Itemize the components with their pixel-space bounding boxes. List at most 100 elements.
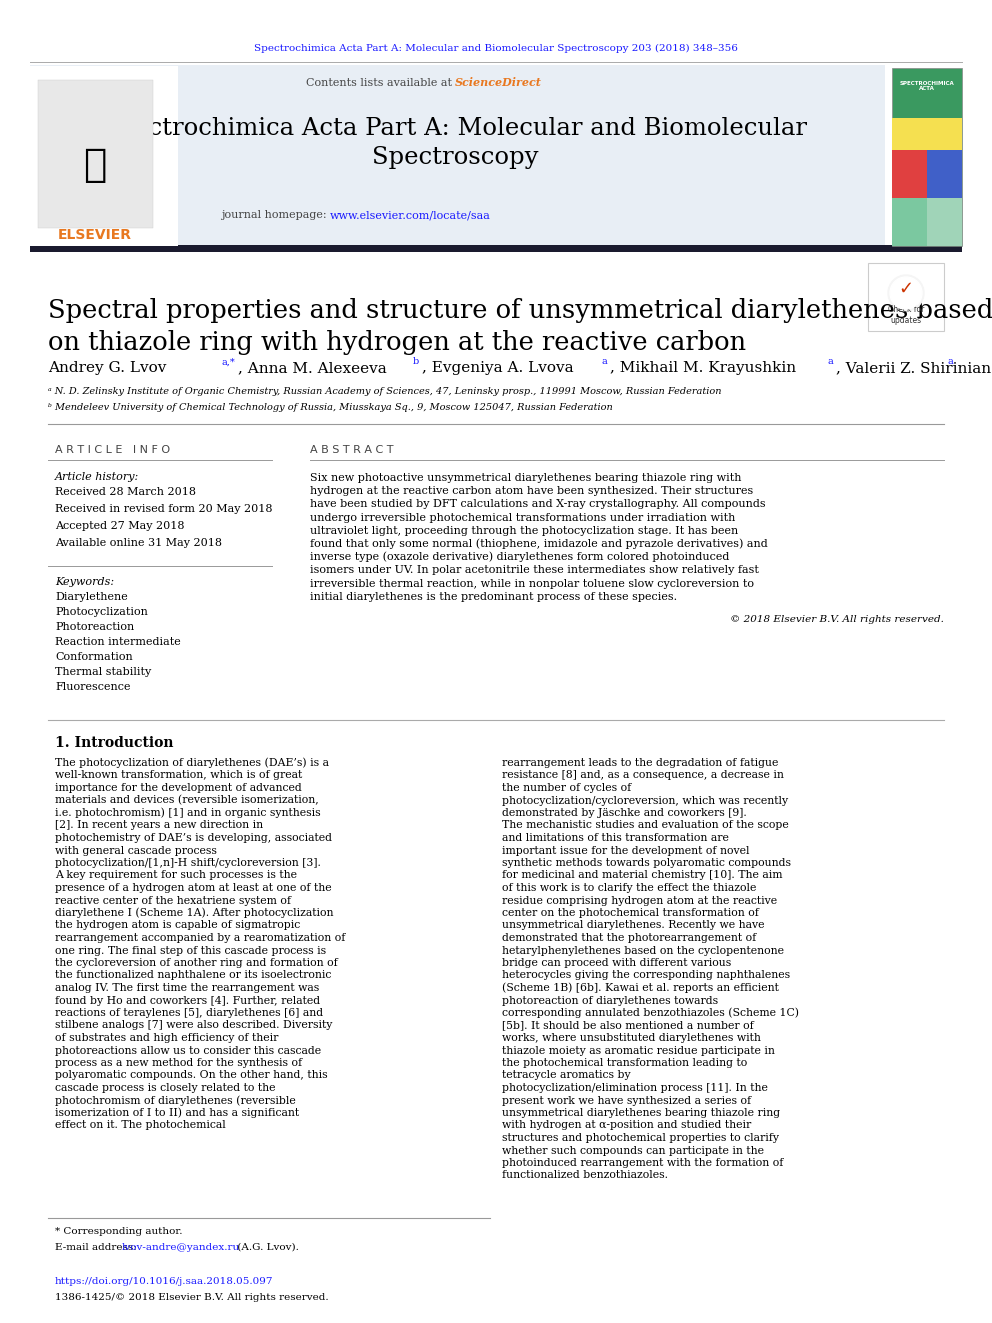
Text: diarylethene I (Scheme 1A). After photocyclization: diarylethene I (Scheme 1A). After photoc… (55, 908, 333, 918)
Text: heterocycles giving the corresponding naphthalenes: heterocycles giving the corresponding na… (502, 971, 790, 980)
Text: The mechanistic studies and evaluation of the scope: The mechanistic studies and evaluation o… (502, 820, 789, 831)
Text: irreversible thermal reaction, while in nonpolar toluene slow cycloreversion to: irreversible thermal reaction, while in … (310, 578, 754, 589)
Circle shape (888, 275, 924, 311)
Text: cascade process is closely related to the: cascade process is closely related to th… (55, 1084, 276, 1093)
Text: photochromism of diarylethenes (reversible: photochromism of diarylethenes (reversib… (55, 1095, 296, 1106)
Text: E-mail address:: E-mail address: (55, 1242, 140, 1252)
Text: the hydrogen atom is capable of sigmatropic: the hydrogen atom is capable of sigmatro… (55, 921, 301, 930)
Circle shape (890, 277, 922, 310)
Text: ᵃ N. D. Zelinsky Institute of Organic Chemistry, Russian Academy of Sciences, 47: ᵃ N. D. Zelinsky Institute of Organic Ch… (48, 388, 721, 397)
Text: with hydrogen at α-position and studied their: with hydrogen at α-position and studied … (502, 1121, 751, 1130)
Text: a: a (602, 357, 608, 366)
Bar (927, 149, 962, 198)
Bar (892, 118, 962, 157)
Text: a,*: a,* (222, 357, 236, 366)
Text: [2]. In recent years a new direction in: [2]. In recent years a new direction in (55, 820, 263, 831)
Text: the functionalized naphthalene or its isoelectronic: the functionalized naphthalene or its is… (55, 971, 331, 980)
Text: photocyclization/cycloreversion, which was recently: photocyclization/cycloreversion, which w… (502, 795, 788, 806)
Bar (892, 149, 927, 198)
Text: functionalized benzothiazoles.: functionalized benzothiazoles. (502, 1171, 668, 1180)
Bar (30, 245, 962, 251)
Text: Fluorescence: Fluorescence (55, 681, 131, 692)
Text: center on the photochemical transformation of: center on the photochemical transformati… (502, 908, 759, 918)
Bar (892, 67, 962, 246)
Text: A R T I C L E   I N F O: A R T I C L E I N F O (55, 445, 170, 455)
Text: a: a (948, 357, 953, 366)
Text: Andrey G. Lvov: Andrey G. Lvov (48, 361, 167, 374)
Text: polyaromatic compounds. On the other hand, this: polyaromatic compounds. On the other han… (55, 1070, 327, 1081)
Text: demonstrated by Jäschke and coworkers [9].: demonstrated by Jäschke and coworkers [9… (502, 808, 747, 818)
Text: , Mikhail M. Krayushkin: , Mikhail M. Krayushkin (610, 361, 797, 374)
Text: Available online 31 May 2018: Available online 31 May 2018 (55, 538, 222, 548)
Text: rearrangement leads to the degradation of fatigue: rearrangement leads to the degradation o… (502, 758, 779, 767)
Text: found by Ho and coworkers [4]. Further, related: found by Ho and coworkers [4]. Further, … (55, 995, 320, 1005)
Text: thiazole moiety as aromatic residue participate in: thiazole moiety as aromatic residue part… (502, 1045, 775, 1056)
Text: the number of cycles of: the number of cycles of (502, 783, 631, 792)
Text: [5b]. It should be also mentioned a number of: [5b]. It should be also mentioned a numb… (502, 1020, 754, 1031)
Text: a: a (828, 357, 833, 366)
Text: , Valerii Z. Shirinian: , Valerii Z. Shirinian (836, 361, 991, 374)
Text: journal homepage:: journal homepage: (221, 210, 330, 220)
Text: (A.G. Lvov).: (A.G. Lvov). (234, 1242, 299, 1252)
Text: ultraviolet light, proceeding through the photocyclization stage. It has been: ultraviolet light, proceeding through th… (310, 525, 738, 536)
Text: important issue for the development of novel: important issue for the development of n… (502, 845, 750, 856)
Text: the cycloreversion of another ring and formation of: the cycloreversion of another ring and f… (55, 958, 337, 968)
Text: ScienceDirect: ScienceDirect (455, 78, 542, 89)
Text: , Anna M. Alexeeva: , Anna M. Alexeeva (238, 361, 387, 374)
Text: 🌲: 🌲 (83, 146, 107, 184)
Text: materials and devices (reversible isomerization,: materials and devices (reversible isomer… (55, 795, 318, 806)
Text: ᵇ Mendeleev University of Chemical Technology of Russia, Miusskaya Sq., 9, Mosco: ᵇ Mendeleev University of Chemical Techn… (48, 404, 613, 413)
Text: photoreactions allow us to consider this cascade: photoreactions allow us to consider this… (55, 1045, 321, 1056)
Text: ✓: ✓ (899, 280, 914, 298)
Text: resistance [8] and, as a consequence, a decrease in: resistance [8] and, as a consequence, a … (502, 770, 784, 781)
Text: Article history:: Article history: (55, 472, 139, 482)
Text: of substrates and high efficiency of their: of substrates and high efficiency of the… (55, 1033, 279, 1043)
Text: Spectrochimica Acta Part A: Molecular and Biomolecular Spectroscopy 203 (2018) 3: Spectrochimica Acta Part A: Molecular an… (254, 44, 738, 53)
Text: lvov-andre@yandex.ru: lvov-andre@yandex.ru (122, 1242, 240, 1252)
Text: reactive center of the hexatriene system of: reactive center of the hexatriene system… (55, 896, 291, 905)
Text: b: b (413, 357, 420, 366)
Text: structures and photochemical properties to clarify: structures and photochemical properties … (502, 1132, 779, 1143)
Text: Contents lists available at: Contents lists available at (306, 78, 455, 89)
Text: with general cascade process: with general cascade process (55, 845, 217, 856)
Text: presence of a hydrogen atom at least at one of the: presence of a hydrogen atom at least at … (55, 882, 331, 893)
Text: isomerization of I to II) and has a significant: isomerization of I to II) and has a sign… (55, 1107, 300, 1118)
Bar (38, 79, 153, 228)
Text: present work we have synthesized a series of: present work we have synthesized a serie… (502, 1095, 751, 1106)
Text: the photochemical transformation leading to: the photochemical transformation leading… (502, 1058, 747, 1068)
Text: residue comprising hydrogen atom at the reactive: residue comprising hydrogen atom at the … (502, 896, 777, 905)
Text: The photocyclization of diarylethenes (DAE’s) is a: The photocyclization of diarylethenes (D… (55, 758, 329, 769)
Text: inverse type (oxazole derivative) diarylethenes form colored photoinduced: inverse type (oxazole derivative) diaryl… (310, 552, 729, 562)
Text: unsymmetrical diarylethenes bearing thiazole ring: unsymmetrical diarylethenes bearing thia… (502, 1107, 780, 1118)
Text: Diarylethene: Diarylethene (55, 591, 128, 602)
Text: * Corresponding author.: * Corresponding author. (55, 1228, 183, 1237)
Text: 1. Introduction: 1. Introduction (55, 736, 174, 750)
Text: Spectral properties and structure of unsymmetrical diarylethenes based
on thiazo: Spectral properties and structure of uns… (48, 298, 992, 355)
Text: photoinduced rearrangement with the formation of: photoinduced rearrangement with the form… (502, 1158, 784, 1168)
Bar (892, 156, 927, 246)
Bar (30, 66, 178, 246)
Text: Photocyclization: Photocyclization (55, 607, 148, 617)
Text: have been studied by DFT calculations and X-ray crystallography. All compounds: have been studied by DFT calculations an… (310, 499, 766, 509)
Text: analog IV. The first time the rearrangement was: analog IV. The first time the rearrangem… (55, 983, 319, 994)
Text: Spectrochimica Acta Part A: Molecular and Biomolecular
Spectroscopy: Spectrochimica Acta Part A: Molecular an… (102, 116, 807, 169)
Text: Received in revised form 20 May 2018: Received in revised form 20 May 2018 (55, 504, 273, 515)
Text: (Scheme 1B) [6b]. Kawai et al. reports an efficient: (Scheme 1B) [6b]. Kawai et al. reports a… (502, 983, 779, 994)
Text: found that only some normal (thiophene, imidazole and pyrazole derivatives) and: found that only some normal (thiophene, … (310, 538, 768, 549)
Bar (927, 156, 962, 246)
Text: bridge can proceed with different various: bridge can proceed with different variou… (502, 958, 731, 968)
Bar (30, 65, 885, 247)
Text: and limitations of this transformation are: and limitations of this transformation a… (502, 833, 729, 843)
Text: Conformation: Conformation (55, 652, 133, 662)
Text: synthetic methods towards polyaromatic compounds: synthetic methods towards polyaromatic c… (502, 859, 791, 868)
Text: initial diarylethenes is the predominant process of these species.: initial diarylethenes is the predominant… (310, 591, 678, 602)
Text: Accepted 27 May 2018: Accepted 27 May 2018 (55, 521, 185, 531)
Text: Six new photoactive unsymmetrical diarylethenes bearing thiazole ring with: Six new photoactive unsymmetrical diaryl… (310, 474, 741, 483)
Text: works, where unsubstituted diarylethenes with: works, where unsubstituted diarylethenes… (502, 1033, 761, 1043)
Text: effect on it. The photochemical: effect on it. The photochemical (55, 1121, 226, 1130)
Text: Keywords:: Keywords: (55, 577, 114, 587)
Text: , Evgeniya A. Lvova: , Evgeniya A. Lvova (422, 361, 573, 374)
Text: reactions of teraylenes [5], diarylethenes [6] and: reactions of teraylenes [5], diarylethen… (55, 1008, 323, 1017)
Text: ELSEVIER: ELSEVIER (58, 228, 132, 242)
Text: for medicinal and material chemistry [10]. The aim: for medicinal and material chemistry [10… (502, 871, 783, 881)
